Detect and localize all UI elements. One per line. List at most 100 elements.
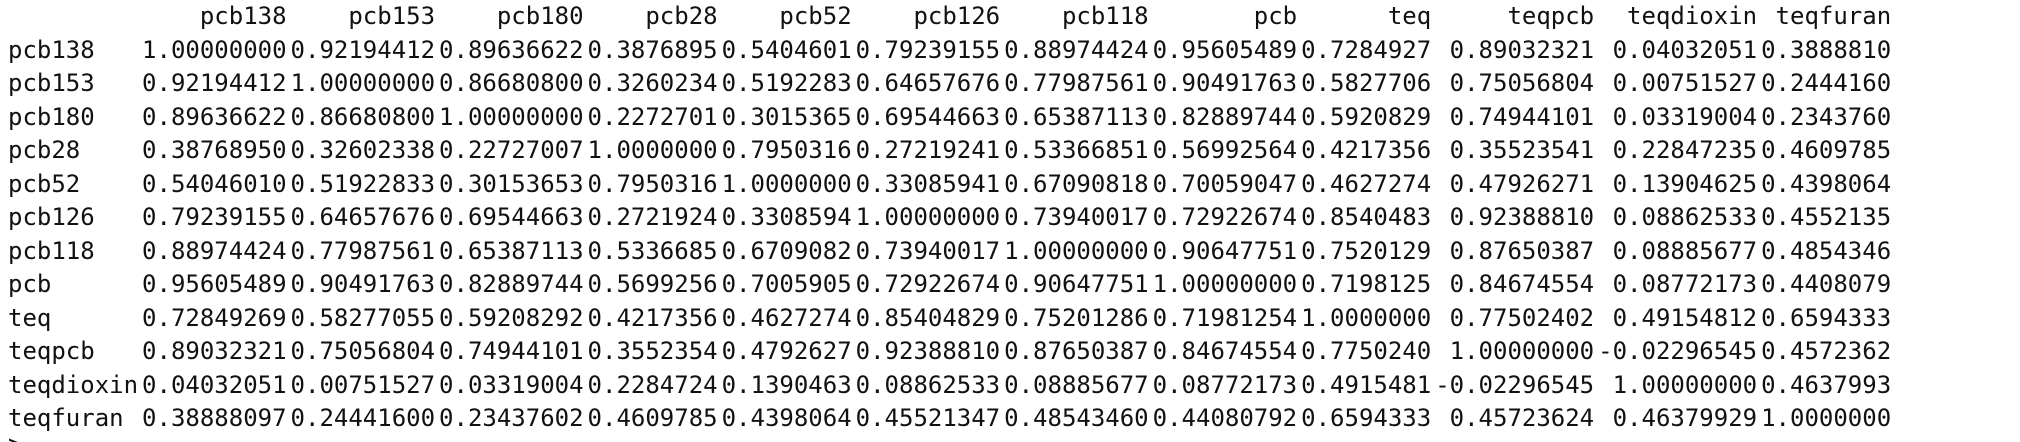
matrix-cell: 0.2721924	[587, 203, 718, 231]
matrix-cell: 0.58277055	[290, 303, 436, 332]
matrix-cell: 0.38768950	[142, 136, 287, 164]
matrix-cell: 0.64657676	[855, 69, 1001, 97]
matrix-cell: 1.0000000	[1301, 303, 1432, 332]
matrix-cell: 0.04032051	[142, 370, 287, 399]
matrix-cell: 0.86680800	[439, 69, 584, 97]
matrix-cell: 0.89032321	[1449, 35, 1595, 64]
matrix-cell: 0.08772173	[1612, 270, 1758, 298]
matrix-cell: 0.45521347	[855, 404, 1001, 432]
matrix-cell: 0.90491763	[290, 270, 436, 298]
matrix-row-pcb138: pcb138 1.00000000 0.92194412 0.89636622 0.38…	[8, 34, 1895, 68]
matrix-cell: 0.92194412	[142, 69, 287, 97]
matrix-cell: 0.4854346	[1761, 236, 1892, 265]
matrix-cell: 0.65387113	[439, 236, 584, 265]
matrix-cell: 0.08862533	[1612, 203, 1758, 231]
matrix-row-teqpcb: teqpcb 0.89032321 0.75056804 0.74944101 0.35…	[8, 335, 1895, 369]
matrix-row-pcb153: pcb153 0.92194412 1.00000000 0.86680800 0.32…	[8, 67, 1895, 101]
matrix-cell: 0.54046010	[142, 169, 287, 198]
matrix-cell: 0.46379929	[1612, 404, 1758, 432]
row-header-pcb126: pcb126	[8, 203, 95, 231]
matrix-cell: 0.3888810	[1761, 35, 1892, 64]
matrix-cell: 0.56992564	[1152, 136, 1298, 164]
matrix-cell: 0.08862533	[855, 370, 1001, 399]
matrix-cell: 0.33085941	[855, 169, 1001, 198]
matrix-cell: 0.7950316	[721, 136, 852, 164]
matrix-cell: 0.92194412	[290, 35, 436, 64]
matrix-cell: 0.67090818	[1004, 169, 1149, 198]
matrix-cell: 0.04032051	[1612, 35, 1758, 64]
corner-cell	[8, 0, 142, 34]
matrix-row-pcb118: pcb118 0.88974424 0.77987561 0.65387113 0.53…	[8, 235, 1895, 269]
matrix-cell: 0.22847235	[1612, 136, 1758, 164]
matrix-cell: 0.95605489	[1152, 35, 1298, 64]
matrix-cell: 0.64657676	[290, 203, 436, 231]
matrix-cell: 0.6594333	[1301, 404, 1432, 432]
matrix-cell: 0.89032321	[142, 337, 287, 365]
matrix-cell: 0.77987561	[290, 236, 436, 265]
matrix-cell: 1.0000000	[1761, 404, 1892, 432]
row-header-teqpcb: teqpcb	[8, 337, 95, 365]
matrix-cell: 0.95605489	[142, 270, 287, 298]
matrix-cell: 0.3015365	[721, 102, 852, 131]
column-header-teqdioxin: teqdioxin	[1627, 2, 1758, 30]
matrix-cell: 0.5336685	[587, 236, 718, 265]
column-header-pcb: pcb	[1253, 2, 1298, 30]
matrix-cell: 0.84674554	[1152, 337, 1298, 365]
correlation-matrix: pcb138 pcb153 pcb180 pcb28 pcb52 pcb126 pcb118…	[8, 0, 1895, 436]
matrix-cell: 0.69544663	[855, 102, 1001, 131]
matrix-cell: 0.51922833	[290, 169, 436, 198]
matrix-cell: 1.00000000	[1152, 270, 1298, 298]
matrix-cell: 0.3260234	[587, 69, 718, 97]
row-header-pcb138: pcb138	[8, 35, 95, 64]
matrix-cell: 0.45723624	[1449, 404, 1595, 432]
row-header-pcb28: pcb28	[8, 136, 81, 164]
matrix-cell: -0.02296545	[1435, 370, 1595, 399]
matrix-cell: 0.75201286	[1004, 303, 1149, 332]
matrix-cell: 0.87650387	[1004, 337, 1149, 365]
row-header-pcb52: pcb52	[8, 169, 81, 198]
matrix-cell: 0.73940017	[855, 236, 1001, 265]
matrix-cell: 0.8540483	[1301, 203, 1432, 231]
matrix-cell: 0.79239155	[142, 203, 287, 231]
matrix-cell: 0.72922674	[1152, 203, 1298, 231]
matrix-cell: 0.38888097	[142, 404, 287, 432]
matrix-cell: 1.00000000	[142, 35, 287, 64]
column-header-pcb28: pcb28	[645, 2, 718, 30]
matrix-cell: 0.90647751	[1152, 236, 1298, 265]
matrix-cell: 0.4572362	[1761, 337, 1892, 365]
matrix-row-pcb52: pcb52 0.54046010 0.51922833 0.30153653 0.795…	[8, 168, 1895, 202]
row-header-teqdioxin: teqdioxin	[8, 370, 139, 399]
matrix-row-teqdioxin: teqdioxin 0.04032051 0.00751527 0.03319004 0…	[8, 369, 1895, 403]
matrix-cell: 0.88974424	[142, 236, 287, 265]
matrix-cell: 0.90491763	[1152, 69, 1298, 97]
matrix-cell: 0.2284724	[587, 370, 718, 399]
matrix-cell: 0.44080792	[1152, 404, 1298, 432]
matrix-cell: -0.02296545	[1598, 337, 1758, 365]
matrix-cell: 0.89636622	[142, 102, 287, 131]
matrix-cell: 0.6594333	[1761, 303, 1892, 332]
matrix-cell: 0.5192283	[721, 69, 852, 97]
matrix-cell: 0.00751527	[1612, 69, 1758, 97]
matrix-cell: 0.3876895	[587, 35, 718, 64]
matrix-row-teqfuran: teqfuran 0.38888097 0.24441600 0.23437602 0.…	[8, 402, 1895, 436]
matrix-cell: 0.3308594	[721, 203, 852, 231]
matrix-row-pcb180: pcb180 0.89636622 0.86680800 1.00000000 0.22…	[8, 101, 1895, 135]
row-header-pcb153: pcb153	[8, 69, 95, 97]
matrix-cell: 0.4217356	[587, 303, 718, 332]
column-header-pcb52: pcb52	[779, 2, 852, 30]
matrix-cell: 1.00000000	[1004, 236, 1149, 265]
matrix-cell: 0.2343760	[1761, 102, 1892, 131]
matrix-cell: 0.3552354	[587, 337, 718, 365]
matrix-cell: 0.27219241	[855, 136, 1001, 164]
matrix-row-pcb28: pcb28 0.38768950 0.32602338 0.22727007 1.000…	[8, 134, 1895, 168]
matrix-cell: 0.87650387	[1449, 236, 1595, 265]
matrix-cell: 0.72849269	[142, 303, 287, 332]
matrix-cell: 0.4609785	[1761, 136, 1892, 164]
matrix-cell: 0.13904625	[1612, 169, 1758, 198]
console-prompt[interactable]: >	[8, 432, 24, 442]
matrix-cell: 0.48543460	[1004, 404, 1149, 432]
matrix-cell: 0.7750240	[1301, 337, 1432, 365]
matrix-cell: 0.82889744	[1152, 102, 1298, 131]
matrix-cell: 0.4217356	[1301, 136, 1432, 164]
